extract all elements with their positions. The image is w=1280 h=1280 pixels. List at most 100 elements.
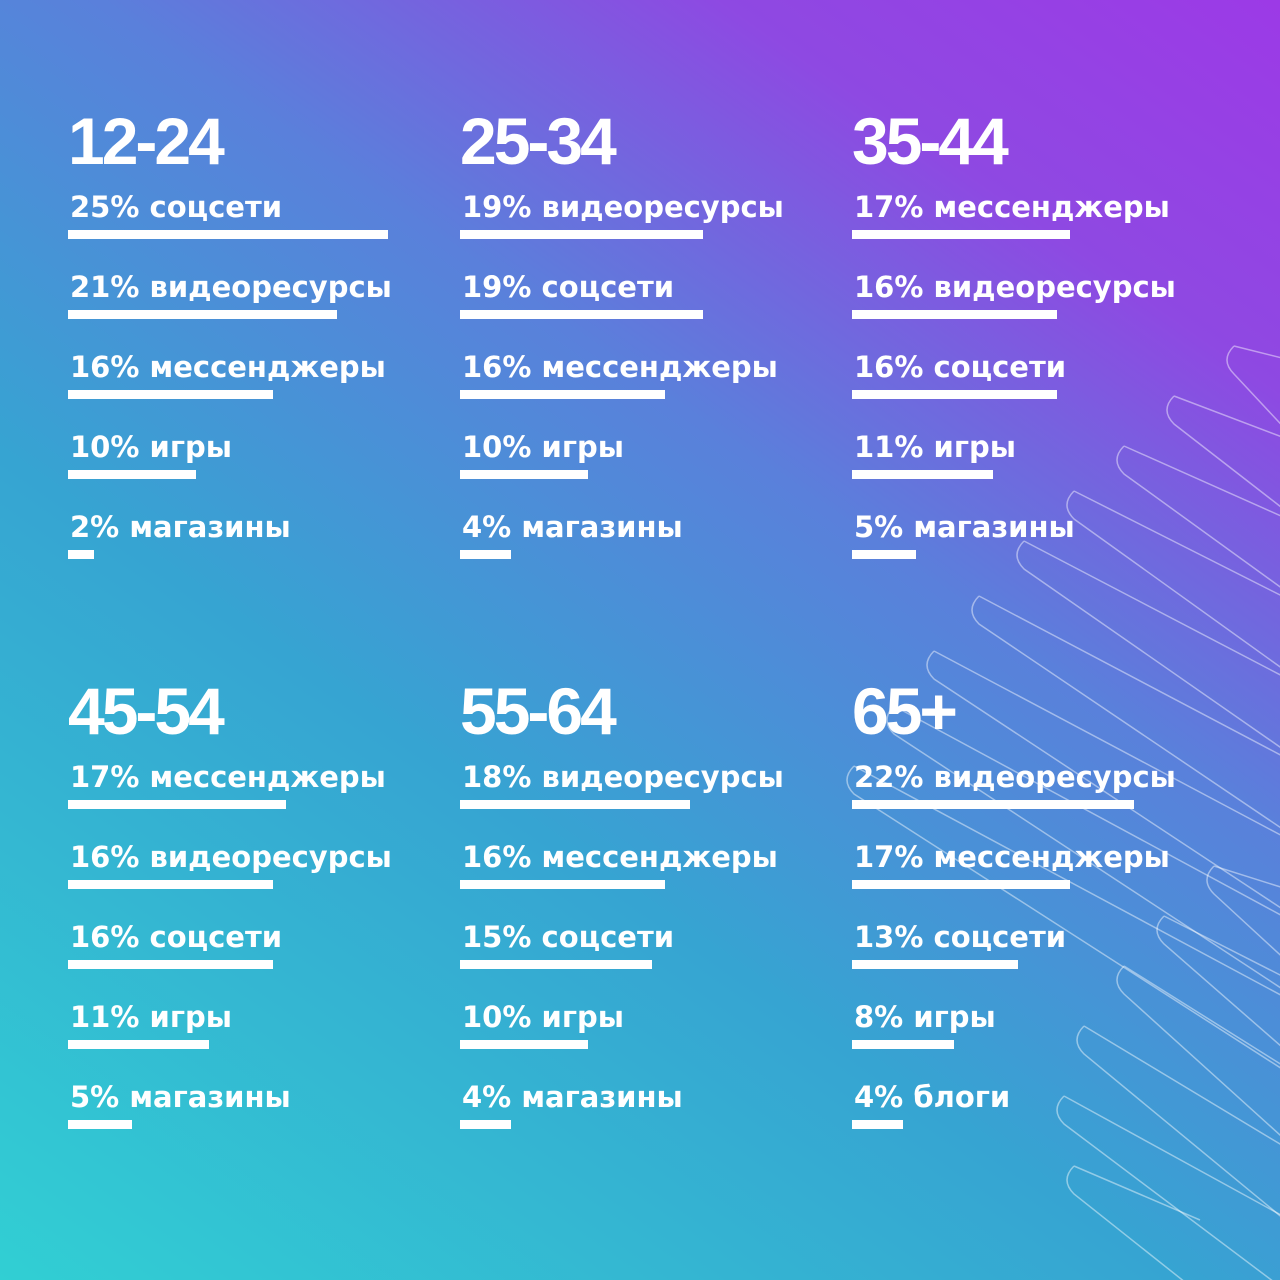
bar-item: 22% видеоресурсы [852, 760, 1232, 840]
bar [68, 800, 286, 809]
bar-item: 16% видеоресурсы [852, 270, 1232, 350]
bar-label: 4% блоги [854, 1080, 1011, 1114]
bar-label: 17% мессенджеры [854, 190, 1170, 224]
bar [852, 390, 1057, 399]
bar-label: 17% мессенджеры [70, 760, 386, 794]
bar [68, 390, 273, 399]
bar-item: 21% видеоресурсы [68, 270, 448, 350]
bar-item: 10% игры [68, 430, 448, 510]
bar [460, 960, 652, 969]
bar-label: 22% видеоресурсы [854, 760, 1176, 794]
age-group-title: 25-34 [460, 104, 617, 178]
bar-label: 10% игры [462, 430, 624, 464]
bar [68, 310, 337, 319]
bar [852, 470, 993, 479]
bar-item: 18% видеоресурсы [460, 760, 840, 840]
bar [68, 230, 388, 239]
bar-label: 19% видеоресурсы [462, 190, 784, 224]
bar-item: 16% мессенджеры [68, 350, 448, 430]
bar-label: 8% игры [854, 1000, 996, 1034]
age-group-55-64: 55-64 18% видеоресурсы 16% мессенджеры 15% … [460, 678, 840, 1160]
bar-item: 4% магазины [460, 510, 840, 590]
bar-label: 17% мессенджеры [854, 840, 1170, 874]
bar-label: 16% мессенджеры [462, 350, 778, 384]
bar [852, 960, 1018, 969]
bar-label: 5% магазины [70, 1080, 291, 1114]
bar [68, 550, 94, 559]
bar-label: 16% мессенджеры [70, 350, 386, 384]
age-group-45-54: 45-54 17% мессенджеры 16% видеоресурсы 16% … [68, 678, 448, 1160]
bar-label: 10% игры [462, 1000, 624, 1034]
bar-item: 11% игры [68, 1000, 448, 1080]
bar [852, 800, 1134, 809]
bar [68, 470, 196, 479]
decorative-loop-line [1066, 1165, 1201, 1280]
bar [460, 310, 703, 319]
bar-label: 11% игры [70, 1000, 232, 1034]
bar-item: 10% игры [460, 430, 840, 510]
bar-label: 16% мессенджеры [462, 840, 778, 874]
bar-item: 5% магазины [68, 1080, 448, 1160]
bar-label: 15% соцсети [462, 920, 675, 954]
bar [460, 550, 511, 559]
bar [460, 470, 588, 479]
age-group-title: 55-64 [460, 674, 617, 748]
bar-item: 16% мессенджеры [460, 350, 840, 430]
bar-item: 11% игры [852, 430, 1232, 510]
bar [460, 880, 665, 889]
bar [68, 1120, 132, 1129]
bar [68, 880, 273, 889]
age-group-65plus: 65+ 22% видеоресурсы 17% мессенджеры 13% со… [852, 678, 1232, 1160]
bar-item: 10% игры [460, 1000, 840, 1080]
bar-item: 8% игры [852, 1000, 1232, 1080]
age-group-12-24: 12-24 25% соцсети 21% видеоресурсы 16% месс… [68, 108, 448, 590]
bar-label: 10% игры [70, 430, 232, 464]
bar [852, 230, 1070, 239]
age-group-title: 65+ [852, 674, 958, 748]
bar-item: 19% видеоресурсы [460, 190, 840, 270]
bar-item: 15% соцсети [460, 920, 840, 1000]
bar [852, 1120, 903, 1129]
bar-item: 19% соцсети [460, 270, 840, 350]
bar-item: 16% соцсети [68, 920, 448, 1000]
bar-label: 16% соцсети [70, 920, 283, 954]
bar [460, 1120, 511, 1129]
bar-label: 19% соцсети [462, 270, 675, 304]
age-group-title: 35-44 [852, 104, 1009, 178]
bar-label: 13% соцсети [854, 920, 1067, 954]
age-group-25-34: 25-34 19% видеоресурсы 19% соцсети 16% месс… [460, 108, 840, 590]
age-group-title: 45-54 [68, 674, 225, 748]
bar [852, 1040, 954, 1049]
decorative-loop-line [1226, 345, 1280, 425]
bar-label: 2% магазины [70, 510, 291, 544]
bar [852, 310, 1057, 319]
bar-label: 11% игры [854, 430, 1016, 464]
bar-item: 16% соцсети [852, 350, 1232, 430]
bar [68, 960, 273, 969]
bar-item: 5% магазины [852, 510, 1232, 590]
bar-label: 16% видеоресурсы [70, 840, 392, 874]
bar-item: 17% мессенджеры [852, 190, 1232, 270]
bar [460, 390, 665, 399]
bar-label: 16% видеоресурсы [854, 270, 1176, 304]
bar-item: 25% соцсети [68, 190, 448, 270]
bar-item: 16% видеоресурсы [68, 840, 448, 920]
bar-label: 4% магазины [462, 510, 683, 544]
bar-item: 17% мессенджеры [852, 840, 1232, 920]
bar-item: 4% магазины [460, 1080, 840, 1160]
bar-item: 16% мессенджеры [460, 840, 840, 920]
bar-label: 5% магазины [854, 510, 1075, 544]
age-group-title: 12-24 [68, 104, 225, 178]
bar-label: 18% видеоресурсы [462, 760, 784, 794]
bar-label: 16% соцсети [854, 350, 1067, 384]
bar [852, 550, 916, 559]
bar [460, 800, 690, 809]
bar-item: 13% соцсети [852, 920, 1232, 1000]
age-group-35-44: 35-44 17% мессенджеры 16% видеоресурсы 16% … [852, 108, 1232, 590]
bar [68, 1040, 209, 1049]
bar-label: 21% видеоресурсы [70, 270, 392, 304]
bar [460, 230, 703, 239]
bar [852, 880, 1070, 889]
bar-item: 4% блоги [852, 1080, 1232, 1160]
bar [460, 1040, 588, 1049]
